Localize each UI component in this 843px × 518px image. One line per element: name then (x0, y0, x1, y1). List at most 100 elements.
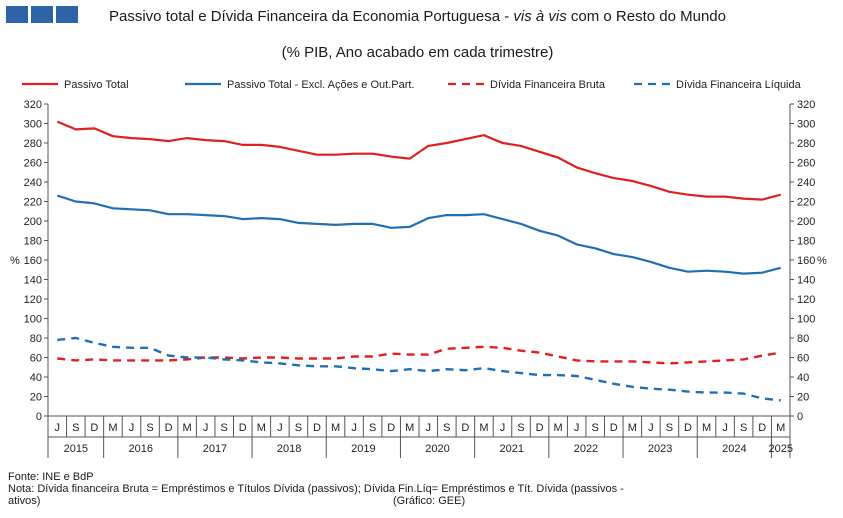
series-line-4 (57, 336, 781, 402)
x-tick-label: D (313, 422, 321, 434)
x-tick-label: S (517, 422, 524, 434)
logo-square (31, 6, 53, 23)
year-label: 2021 (500, 443, 524, 455)
y-tick-label: 140 (24, 275, 42, 287)
x-tick-label: J (129, 422, 135, 434)
y-tick-label: 300 (24, 119, 42, 131)
legend-label-4: Dívida Financeira Líquida (676, 79, 802, 91)
y-tick-label: 280 (24, 138, 42, 150)
y-tick-label: 200 (24, 216, 42, 228)
series-line-2 (56, 194, 781, 275)
y-axis-label-right: % (817, 255, 827, 267)
year-label: 2022 (574, 443, 598, 455)
footnotes: Fonte: INE e BdP Nota: Dívida financeira… (8, 471, 624, 507)
y-tick-label-right: 80 (797, 333, 809, 345)
y-tick-label-right: 100 (797, 314, 815, 326)
year-label: 2017 (203, 443, 227, 455)
series-line-3 (57, 345, 781, 365)
y-tick-label: 320 (24, 99, 42, 111)
y-tick-label: 0 (36, 411, 42, 423)
y-tick-label: 160 (24, 255, 42, 267)
legend: Passivo Total Passivo Total - Excl. Ações… (22, 79, 802, 91)
year-label: 2025 (768, 443, 792, 455)
x-tick-label: J (648, 422, 654, 434)
legend-label-3: Dívida Financeira Bruta (490, 79, 606, 91)
x-tick-label: M (628, 422, 637, 434)
x-tick-label: M (776, 422, 785, 434)
y-tick-label: 220 (24, 197, 42, 209)
y-tick-label-right: 140 (797, 275, 815, 287)
year-label: 2023 (648, 443, 672, 455)
y-tick-label-right: 320 (797, 99, 815, 111)
x-tick-label: M (702, 422, 711, 434)
x-tick-label: D (610, 422, 618, 434)
title-text-end: com o Resto do Mundo (566, 8, 726, 25)
year-label: 2020 (425, 443, 449, 455)
x-tick-label: J (277, 422, 283, 434)
chart-title: Passivo total e Dívida Financeira da Eco… (90, 8, 745, 26)
x-tick-label: S (369, 422, 376, 434)
x-tick-label: S (72, 422, 79, 434)
y-tick-label-right: 240 (797, 177, 815, 189)
title-italic-text: vis à vis (513, 8, 567, 25)
x-tick-label: M (257, 422, 266, 434)
x-tick-label: J (426, 422, 432, 434)
graph-credit: (Gráfico: GEE) (393, 495, 466, 507)
series-line-1 (56, 120, 781, 201)
y-tick-label-right: 300 (797, 119, 815, 131)
y-tick-label: 100 (24, 314, 42, 326)
x-tick-label: S (666, 422, 673, 434)
y-tick-label-right: 280 (797, 138, 815, 150)
y-tick-label: 80 (30, 333, 42, 345)
legend-label-2: Passivo Total - Excl. Ações e Out.Part. (227, 79, 415, 91)
x-tick-label: M (405, 422, 414, 434)
y-tick-label-right: 260 (797, 158, 815, 170)
logo-square (6, 6, 28, 23)
y-tick-label: 20 (30, 392, 42, 404)
y-tick-label-right: 0 (797, 411, 803, 423)
x-tick-label: D (461, 422, 469, 434)
year-label: 2024 (722, 443, 746, 455)
year-label: 2019 (351, 443, 375, 455)
year-label: 2016 (129, 443, 153, 455)
line-chart: Passivo Total Passivo Total - Excl. Ações… (10, 79, 827, 458)
x-tick-label: S (740, 422, 747, 434)
year-label: 2018 (277, 443, 301, 455)
x-tick-label: D (758, 422, 766, 434)
y-axis-label: % (10, 255, 20, 267)
y-tick-label-right: 40 (797, 372, 809, 384)
x-tick-label: M (108, 422, 117, 434)
x-tick-label: D (90, 422, 98, 434)
y-tick-label: 40 (30, 372, 42, 384)
y-tick-label-right: 60 (797, 353, 809, 365)
y-tick-label-right: 20 (797, 392, 809, 404)
x-tick-label: J (55, 422, 61, 434)
source-note: Fonte: INE e BdP (8, 471, 94, 483)
x-tick-label: M (183, 422, 192, 434)
y-tick-label-right: 200 (797, 216, 815, 228)
x-tick-label: S (295, 422, 302, 434)
y-tick-label: 240 (24, 177, 42, 189)
x-tick-label: J (722, 422, 728, 434)
x-tick-label: J (500, 422, 506, 434)
x-tick-label: D (536, 422, 544, 434)
x-tick-label: S (146, 422, 153, 434)
x-tick-label: M (479, 422, 488, 434)
y-tick-label-right: 120 (797, 294, 815, 306)
x-tick-label: M (554, 422, 563, 434)
definition-note: Nota: Dívida financeira Bruta = Emprésti… (8, 483, 624, 495)
legend-label-1: Passivo Total (64, 79, 129, 91)
y-tick-label: 60 (30, 353, 42, 365)
year-label: 2015 (64, 443, 88, 455)
y-tick-label: 260 (24, 158, 42, 170)
definition-note-cont: ativos) (8, 495, 41, 507)
logo (6, 6, 81, 28)
series-lines (56, 120, 781, 402)
x-tick-label: J (574, 422, 580, 434)
x-tick-label: S (592, 422, 599, 434)
x-tick-label: D (684, 422, 692, 434)
x-tick-label: D (387, 422, 395, 434)
x-tick-label: D (239, 422, 247, 434)
x-tick-label: M (331, 422, 340, 434)
y-tick-label: 120 (24, 294, 42, 306)
